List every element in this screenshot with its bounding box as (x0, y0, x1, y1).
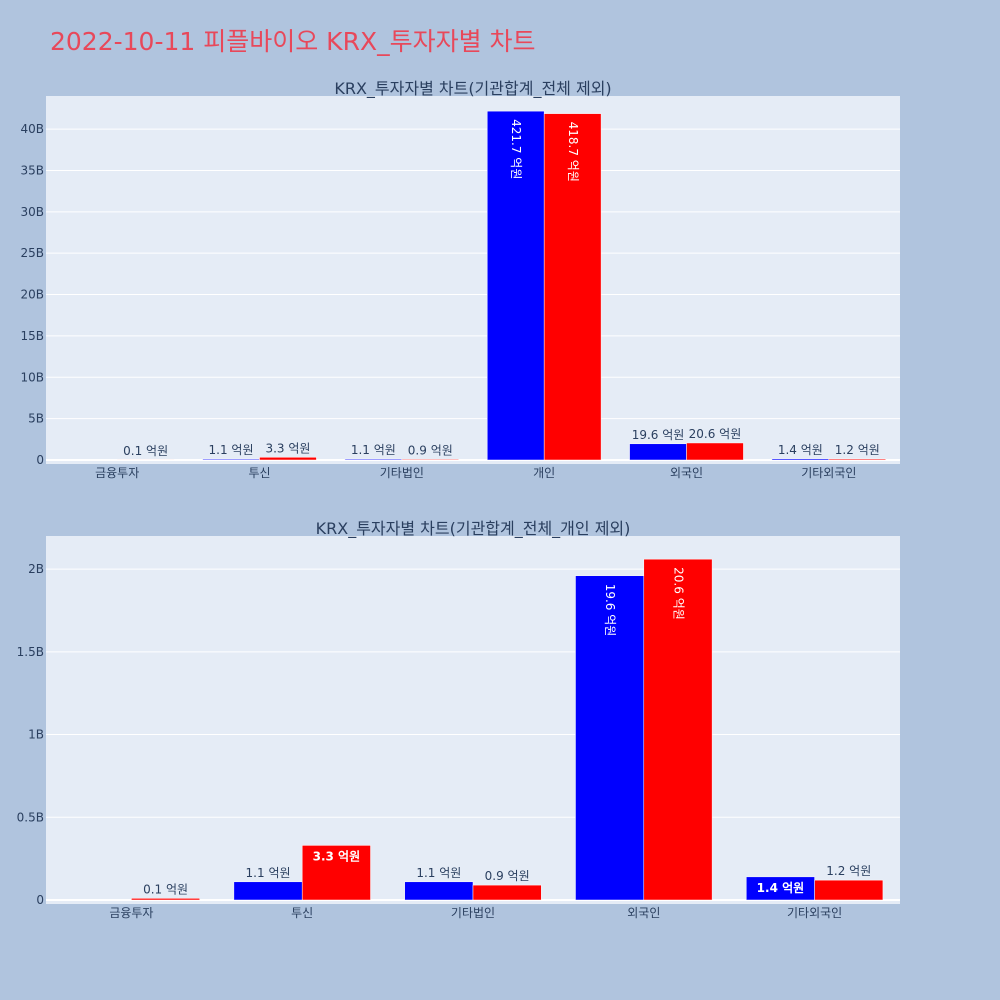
bar (259, 457, 317, 461)
y-tick-label: 0 (36, 453, 44, 467)
plot-area-1 (46, 96, 900, 464)
data-label: 3.3 억원 (265, 441, 310, 455)
data-label: 19.6 억원 (603, 584, 617, 637)
bar (404, 881, 474, 901)
bar (771, 458, 830, 461)
data-label: 1.2 억원 (835, 443, 880, 457)
x-tick-label: 기타법인 (380, 466, 424, 480)
x-tick-label: 투신 (291, 906, 313, 920)
bar (344, 458, 403, 461)
x-tick-label: 투신 (248, 466, 270, 480)
x-tick-label: 기타법인 (451, 906, 495, 920)
y-tick-label: 10B (20, 370, 44, 384)
bar (233, 881, 303, 901)
data-label: 421.7 억원 (509, 119, 523, 179)
bar (643, 558, 713, 901)
chart-title: KRX_투자자별 차트(기관합계_전체_개인 제외) (316, 519, 631, 539)
data-label: 0.9 억원 (408, 443, 453, 457)
bar (629, 443, 687, 461)
bar (575, 575, 645, 901)
data-label: 19.6 억원 (632, 428, 685, 442)
data-label: 0.1 억원 (123, 444, 168, 458)
y-tick-label: 20B (20, 288, 44, 302)
bar (486, 110, 545, 461)
y-tick-label: 1B (28, 728, 44, 742)
bar (401, 459, 460, 461)
y-tick-label: 5B (28, 412, 44, 426)
data-label: 418.7 억원 (566, 122, 580, 182)
y-tick-label: 40B (20, 122, 44, 136)
data-label: 3.3 억원 (313, 849, 361, 863)
y-tick-label: 35B (20, 163, 44, 177)
y-tick-label: 25B (20, 246, 44, 260)
x-tick-label: 기타외국인 (787, 906, 842, 920)
data-label: 1.1 억원 (351, 443, 396, 457)
y-tick-label: 30B (20, 205, 44, 219)
bar (301, 845, 371, 901)
bar (543, 113, 602, 461)
y-tick-label: 15B (20, 329, 44, 343)
x-tick-label: 외국인 (670, 466, 703, 480)
page-title: 2022-10-11 피플바이오 KRX_투자자별 차트 (50, 27, 536, 56)
data-label: 1.4 억원 (778, 443, 823, 457)
data-label: 0.1 억원 (143, 882, 188, 896)
bar (828, 458, 887, 461)
data-label: 1.1 억원 (246, 866, 291, 880)
x-tick-label: 금융투자 (95, 466, 139, 480)
x-tick-label: 외국인 (627, 906, 660, 920)
bar (686, 442, 744, 461)
bar (202, 458, 260, 461)
x-tick-label: 개인 (533, 466, 555, 480)
data-label: 1.4 억원 (757, 881, 805, 895)
y-tick-label: 0.5B (17, 810, 44, 824)
y-tick-label: 0 (36, 893, 44, 907)
data-label: 1.2 억원 (826, 864, 871, 878)
y-tick-label: 2B (28, 562, 44, 576)
x-tick-label: 기타외국인 (801, 466, 856, 480)
chart-title: KRX_투자자별 차트(기관합계_전체 제외) (334, 79, 611, 99)
bar (131, 898, 200, 901)
data-label: 1.1 억원 (209, 443, 254, 457)
bar (472, 884, 542, 901)
y-tick-label: 1.5B (17, 645, 44, 659)
bar (814, 879, 884, 901)
plot-area-2 (46, 536, 900, 904)
data-label: 1.1 억원 (416, 866, 461, 880)
data-label: 20.6 억원 (671, 567, 685, 620)
data-label: 0.9 억원 (485, 869, 530, 883)
data-label: 20.6 억원 (689, 427, 742, 441)
x-tick-label: 금융투자 (109, 906, 153, 920)
